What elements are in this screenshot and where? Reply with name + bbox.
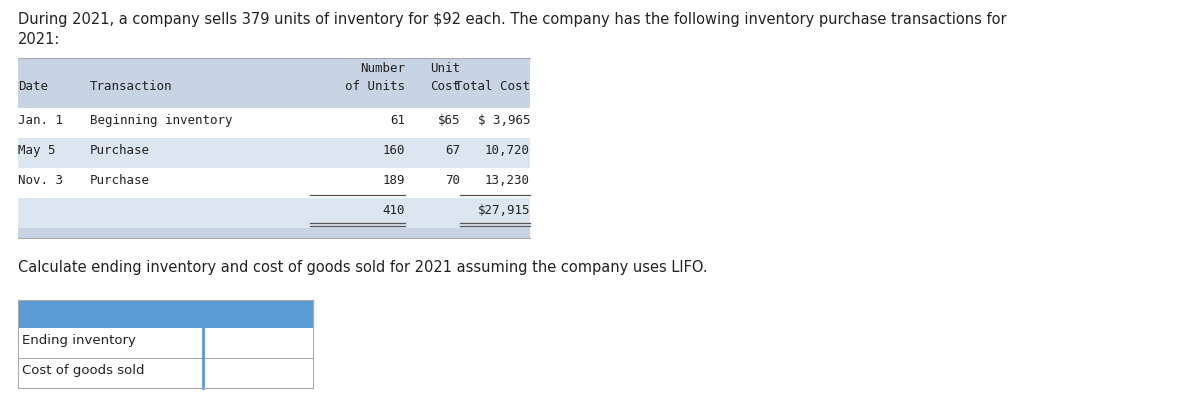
Text: $27,915: $27,915 — [478, 204, 530, 217]
Text: Number: Number — [360, 62, 406, 75]
Bar — [18, 328, 313, 358]
Text: Unit: Unit — [430, 62, 460, 75]
Text: 189: 189 — [383, 174, 406, 187]
Text: 410: 410 — [383, 204, 406, 217]
Text: 67: 67 — [445, 144, 460, 157]
Bar — [18, 168, 530, 198]
Text: 2021:: 2021: — [18, 32, 60, 47]
Text: $65: $65 — [438, 114, 460, 127]
Text: 160: 160 — [383, 144, 406, 157]
Text: May 5: May 5 — [18, 144, 55, 157]
Bar — [18, 198, 530, 228]
Text: Cost: Cost — [430, 80, 460, 93]
Text: 10,720: 10,720 — [485, 144, 530, 157]
Text: Ending inventory: Ending inventory — [22, 334, 136, 347]
Text: Calculate ending inventory and cost of goods sold for 2021 assuming the company : Calculate ending inventory and cost of g… — [18, 260, 708, 275]
Bar — [18, 228, 530, 238]
Text: 70: 70 — [445, 174, 460, 187]
Text: During 2021, a company sells 379 units of inventory for $92 each. The company ha: During 2021, a company sells 379 units o… — [18, 12, 1007, 27]
Text: Purchase: Purchase — [90, 144, 150, 157]
Text: Transaction: Transaction — [90, 80, 173, 93]
Text: 61: 61 — [390, 114, 406, 127]
Text: Date: Date — [18, 80, 48, 93]
Text: 13,230: 13,230 — [485, 174, 530, 187]
Bar — [18, 300, 313, 328]
Text: Beginning inventory: Beginning inventory — [90, 114, 233, 127]
Text: Total Cost: Total Cost — [455, 80, 530, 93]
Text: Nov. 3: Nov. 3 — [18, 174, 64, 187]
Text: Cost of goods sold: Cost of goods sold — [22, 364, 144, 377]
Text: $ 3,965: $ 3,965 — [478, 114, 530, 127]
Bar — [18, 358, 313, 388]
Text: of Units: of Units — [346, 80, 406, 93]
Text: Jan. 1: Jan. 1 — [18, 114, 64, 127]
Bar — [18, 58, 530, 108]
Bar — [18, 138, 530, 168]
Bar — [18, 108, 530, 138]
Text: Purchase: Purchase — [90, 174, 150, 187]
